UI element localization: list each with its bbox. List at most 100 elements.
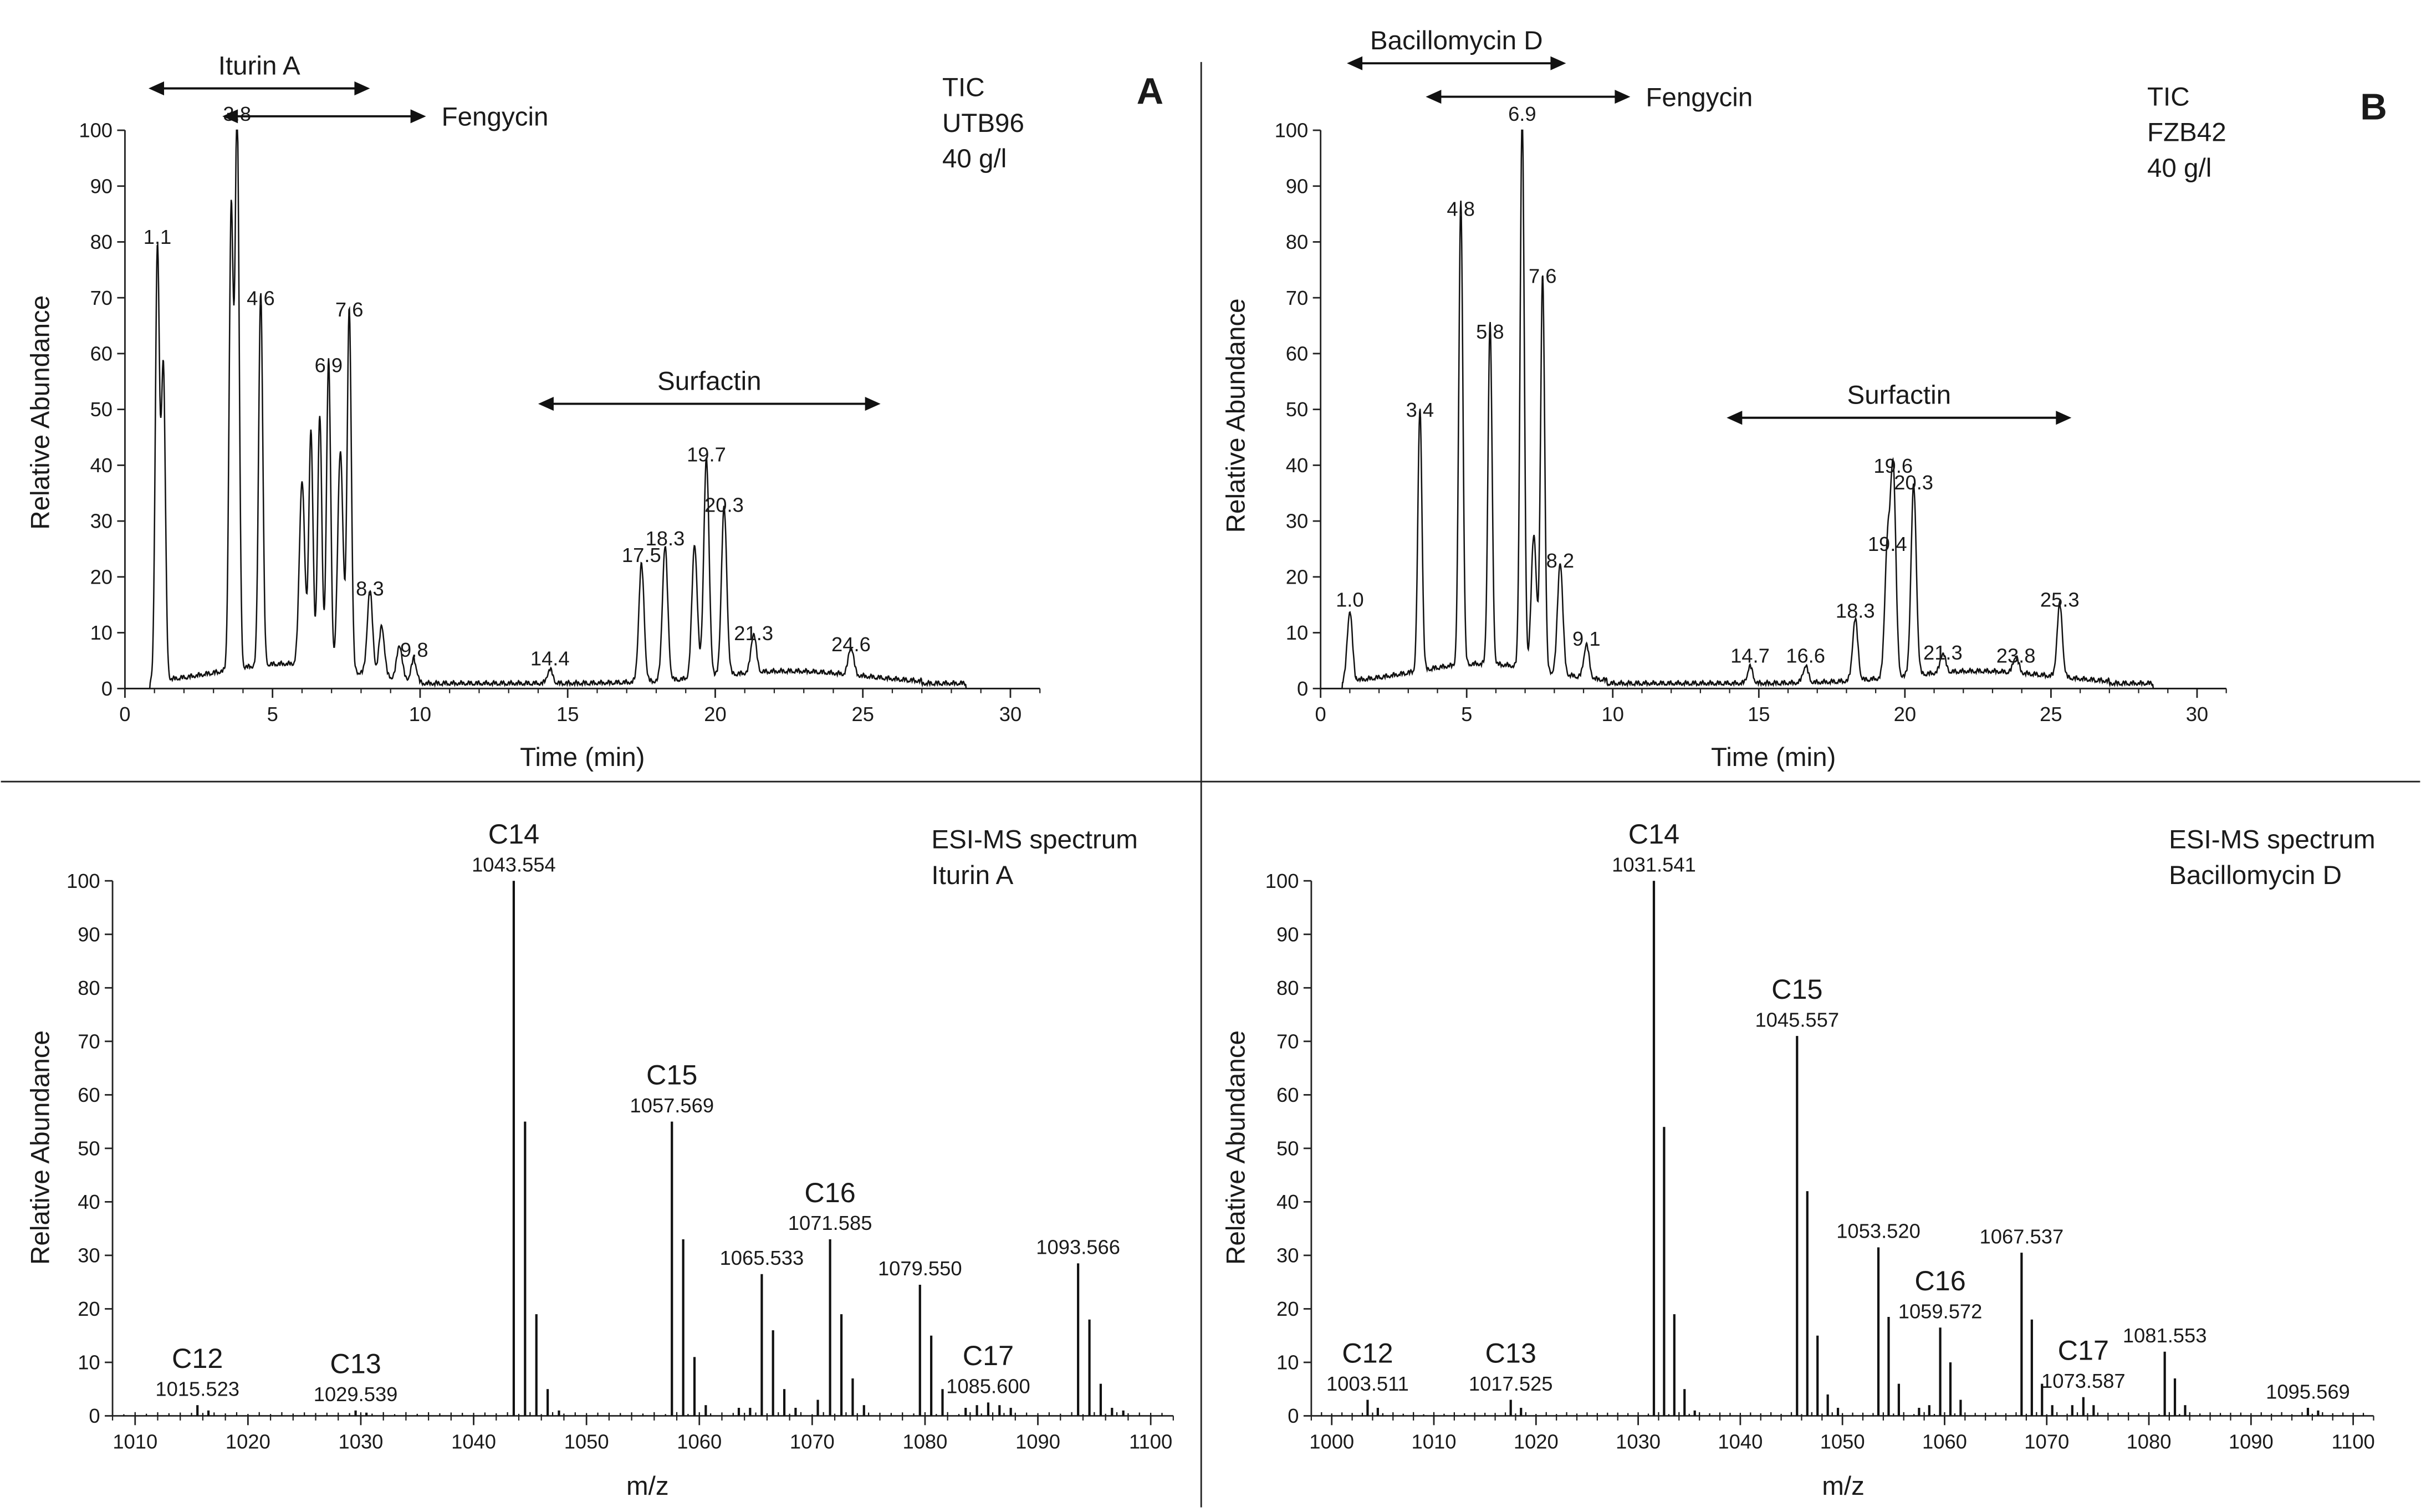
panel-d-mz-label: 1067.537 (1980, 1225, 2064, 1248)
panel-d-y-tick-label: 70 (1276, 1030, 1299, 1053)
panel-a-plot: 01020304050607080901000510152025301.13.8… (79, 51, 1041, 726)
panel-b-x-tick-label: 0 (1315, 703, 1326, 726)
panel-c-x-tick-label: 1090 (1015, 1430, 1060, 1453)
panel-a-range-iturin-a: Iturin A (149, 51, 370, 96)
panel-d-homolog-label: C15 (1771, 973, 1822, 1005)
panel-a-y-tick-label: 60 (90, 343, 113, 365)
panel-d-y-tick-label: 90 (1276, 923, 1299, 946)
panel-d-y-tick-label: 40 (1276, 1191, 1299, 1213)
panel-b-info-line-2: FZB42 (2147, 118, 2226, 147)
panel-b-x-axis-label: Time (min) (1711, 743, 1836, 772)
panel-c-y-tick-label: 30 (78, 1244, 100, 1267)
panel-a-peak-label: 4.6 (247, 287, 275, 310)
panel-d-y-tick-label: 20 (1276, 1298, 1299, 1320)
panel-c-y-tick-label: 70 (78, 1030, 100, 1053)
panel-b-y-tick-label: 0 (1297, 677, 1308, 700)
panel-d-y-tick-label: 30 (1276, 1244, 1299, 1267)
panel-b-y-tick-label: 100 (1275, 119, 1309, 142)
panel-d-homolog-label: C17 (2058, 1335, 2109, 1366)
panel-d-homolog-label: C12 (1342, 1337, 1393, 1368)
panel-c-mz-label: 1079.550 (878, 1257, 962, 1280)
panel-c-mz-label: 1085.600 (946, 1375, 1030, 1398)
range-arrow-head-right (410, 109, 426, 124)
panel-a-y-tick-label: 40 (90, 454, 113, 477)
panel-c-mz-label: 1029.539 (314, 1383, 398, 1406)
panel-d-x-tick-label: 1000 (1309, 1430, 1354, 1453)
panel-b-x-tick-label: 20 (1894, 703, 1916, 726)
panel-d-y-tick-label: 100 (1265, 870, 1299, 892)
panel-c-homolog-label: C13 (330, 1348, 381, 1380)
panel-b-peak-label: 25.3 (2040, 589, 2080, 611)
panel-a-info-line-2: UTB96 (942, 109, 1024, 138)
panel-b-plot: 0 10 20 30 40 50 60 70 80 90 100 0 5 10 15 20 25 30 1.0 3.4… (1275, 26, 2227, 726)
panel-c-x-tick-label: 1080 (902, 1430, 947, 1453)
panel-a-range-surfactin: Surfactin (538, 366, 881, 411)
panel-a-peak-label: 24.6 (831, 633, 871, 656)
range-arrow-head-left (1347, 56, 1363, 70)
panel-b-letter: B (2360, 86, 2387, 127)
panel-a-x-tick-label: 30 (999, 703, 1021, 726)
panel-a-y-axis-label: Relative Abundance (25, 295, 55, 530)
panel-b-range-surfactin: Surfactin (1727, 381, 2072, 425)
panel-d-y-tick-label: 50 (1276, 1137, 1299, 1159)
panel-a-x-tick-label: 25 (851, 703, 874, 726)
range-label: Iturin A (218, 51, 300, 80)
panel-a-peak-label: 20.3 (704, 493, 744, 516)
range-arrow-head-left (222, 109, 238, 124)
panel-d-y-tick-label: 0 (1288, 1404, 1299, 1427)
panel-a-chromatogram: A TIC UTB96 40 g/l Time (min) Relative A… (25, 70, 1163, 772)
range-arrow-head-left (538, 396, 554, 411)
panel-d-mz-label: 1017.525 (1469, 1372, 1553, 1395)
panel-b-y-tick-label: 10 (1286, 621, 1308, 644)
panel-b-x-tick-label: 10 (1602, 703, 1624, 726)
panel-d-mz-label: 1059.572 (1898, 1300, 1983, 1322)
panel-d-homolog-label: C14 (1628, 818, 1679, 850)
panel-d-ms-spectrum: ESI-MS spectrum Bacillomycin D m/z Relat… (1222, 825, 2376, 1501)
panel-b-peak-label: 9.1 (1572, 627, 1601, 650)
panel-c-x-tick-label: 1100 (1129, 1430, 1172, 1453)
panel-a-tic-trace (125, 129, 1040, 689)
panel-d-y-tick-label: 80 (1276, 977, 1299, 999)
panel-a-x-tick-label: 15 (556, 703, 579, 726)
panel-b-y-tick-label: 70 (1286, 287, 1308, 309)
panel-b-y-tick-label: 30 (1286, 510, 1308, 533)
panel-d-x-tick-label: 1070 (2024, 1430, 2069, 1453)
panel-b-info-line-1: TIC (2147, 82, 2190, 111)
panel-a-x-tick-label: 10 (409, 703, 431, 726)
panel-b-y-tick-label: 50 (1286, 398, 1308, 421)
panel-a-y-tick-label: 70 (90, 287, 113, 309)
panel-d-info-line-2: Bacillomycin D (2169, 861, 2342, 890)
panel-d-info-line-1: ESI-MS spectrum (2169, 825, 2376, 854)
panel-d-mz-label: 1045.557 (1755, 1008, 1839, 1031)
panel-c-mz-label: 1071.585 (788, 1212, 872, 1234)
panel-d-x-tick-label: 1030 (1616, 1430, 1661, 1453)
panel-d-mz-label: 1095.569 (2266, 1380, 2350, 1403)
range-label: Surfactin (657, 366, 762, 396)
panel-b-peak-label: 20.3 (1894, 471, 1933, 494)
panel-d-y-axis-label: Relative Abundance (1222, 1030, 1251, 1265)
panel-a-info-line-1: TIC (942, 73, 985, 102)
panel-b-y-axis-label: Relative Abundance (1222, 298, 1251, 533)
panel-a-info-line-3: 40 g/l (942, 144, 1007, 173)
range-label: Fengycin (442, 103, 549, 132)
panel-a-peak-label: 17.5 (622, 544, 661, 566)
range-arrow-head-left (149, 81, 165, 96)
panel-b-y-tick-label: 60 (1286, 343, 1308, 365)
panel-c-homolog-label: C17 (963, 1340, 1014, 1371)
panel-d-mz-label: 1003.511 (1326, 1372, 1409, 1395)
panel-d-x-tick-label: 1080 (2127, 1430, 2172, 1453)
panel-a-x-tick-label: 20 (704, 703, 726, 726)
plot-layer: 01020304050607080901000510152025301.13.8… (67, 26, 2375, 1453)
panel-c-mz-label: 1057.569 (630, 1094, 714, 1117)
panel-c-y-tick-label: 0 (89, 1404, 100, 1427)
panel-a-peak-label: 18.3 (646, 527, 685, 550)
panel-c-x-axis-label: m/z (626, 1472, 669, 1501)
panel-d-mz-label: 1053.520 (1836, 1220, 1921, 1243)
panel-a-y-tick-label: 0 (101, 677, 113, 700)
panel-a-x-tick-label: 5 (267, 703, 278, 726)
panel-d-x-tick-label: 1050 (1820, 1430, 1865, 1453)
panel-b-peak-label: 23.8 (1996, 644, 2036, 667)
panel-b-info-line-3: 40 g/l (2147, 154, 2211, 183)
